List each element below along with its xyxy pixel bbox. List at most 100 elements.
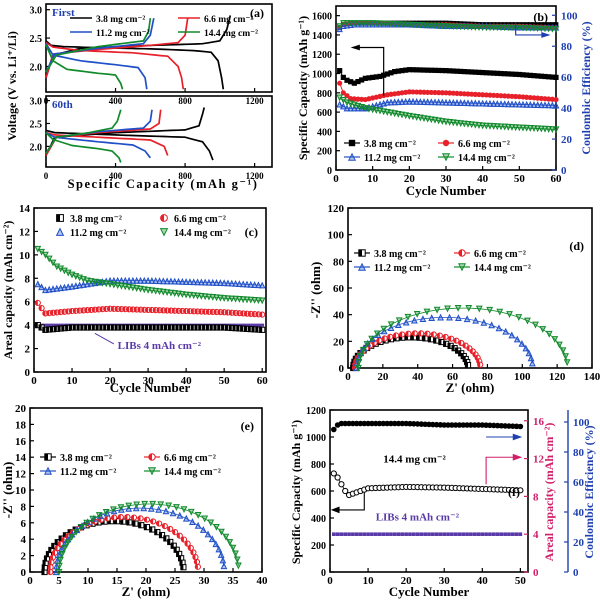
panel-e-y-tick-label: 4: [21, 534, 27, 546]
nyquist-point: [95, 512, 103, 519]
panel-b-y2-tick-label: 20: [561, 134, 573, 146]
nyquist-point-fill: [150, 518, 154, 525]
panel-b-arrowhead2: [541, 32, 551, 38]
nyquist-point: [233, 556, 241, 564]
nyquist-point: [410, 316, 418, 324]
panel-a-curve: [45, 131, 122, 163]
panel-d-y-tick-label: 120: [328, 203, 345, 215]
panel-f-capacity-point: [517, 487, 524, 494]
nyquist-point: [562, 353, 570, 361]
panel-b-ce-point: [435, 22, 442, 30]
panel-d-legend-label: 11.2 mg cm⁻²: [374, 263, 430, 274]
nyquist-point-fill: [42, 564, 45, 571]
panel-b-legend-label: 6.6 mg cm⁻²: [458, 139, 510, 150]
panel-f-y3label: Coulombic Efficiency (%): [582, 425, 596, 558]
panel-f-y-tick-label: 800: [311, 460, 326, 471]
nyquist-point-fill: [443, 334, 446, 340]
panel-e-label: (e): [241, 419, 254, 433]
panel-b-x-tick-label: 0: [333, 173, 339, 185]
panel-f-y2-tick-label: 0: [533, 567, 539, 579]
panel-d-legend-marker: [357, 262, 367, 271]
panel-e-legend-marker: [147, 467, 157, 476]
panel-c-point: [144, 276, 152, 284]
panel-c-point-fill: [65, 308, 69, 315]
panel-a-legend-label: 11.2 mg cm⁻²: [96, 29, 150, 39]
panel-f-ylabel: Specific Capacity (mAh g⁻¹): [289, 420, 303, 564]
panel-b-ce-point: [516, 24, 523, 32]
panel-c-point-fill: [198, 308, 202, 315]
nyquist-point: [475, 305, 483, 313]
panel-b-point: [439, 90, 445, 96]
panel-c-point: [216, 279, 224, 286]
nyquist-point: [480, 318, 488, 326]
panel-a-curve: [45, 109, 122, 154]
nyquist-point-fill: [137, 515, 141, 522]
nyquist-point-fill: [418, 330, 422, 336]
nyquist-point: [525, 349, 533, 357]
panel-c-point-fill: [35, 322, 38, 328]
panel-f-y-tick-label: 200: [311, 541, 326, 552]
panel-b: 0 10 20 30 40 50 60020040060080010001200140016…: [296, 5, 593, 198]
panel-c-point-fill: [198, 324, 202, 331]
panel-b-point: [439, 67, 445, 74]
nyquist-point: [355, 364, 362, 372]
plot-frame: [45, 3, 273, 93]
panel-b-ce-point: [501, 24, 508, 32]
panel-c-point: [190, 278, 198, 286]
panel-e-y-tick-label: 12: [15, 469, 27, 481]
panel-e-x-tick-label: 20: [141, 575, 153, 587]
panel-c-x-tick-label: 30: [143, 375, 155, 387]
panel-c-point-fill: [164, 307, 168, 314]
panel-b-legend-marker: [442, 139, 450, 147]
panel-b-point: [476, 69, 482, 75]
panel-a-curve: [45, 44, 124, 90]
nyquist-point-fill: [462, 342, 466, 349]
nyquist-point: [559, 347, 567, 355]
panel-c-x-tick-label: 10: [67, 375, 79, 387]
nyquist-point: [117, 504, 125, 512]
nyquist-point: [180, 506, 188, 514]
panel-b-point: [392, 69, 398, 75]
panel-d-x-tick-label: 80: [482, 371, 494, 383]
panel-b-point: [520, 72, 526, 78]
panel-b-point: [340, 74, 346, 80]
panel-b-x-tick-label: 50: [514, 173, 526, 185]
panel-b-point: [491, 92, 497, 98]
panel-b-ce-point: [446, 23, 453, 30]
nyquist-point: [157, 501, 165, 509]
panel-b-y-tick-label: 600: [317, 108, 332, 119]
nyquist-point: [373, 330, 381, 338]
nyquist-point-fill: [178, 555, 182, 561]
plot-frame: [45, 95, 273, 168]
panel-b-point: [494, 92, 500, 99]
panel-b-ce-point: [494, 24, 501, 32]
panel-b-ce-point: [417, 22, 424, 29]
panel-a-ylabel: Voltage (V vs. Li⁺/Li): [5, 31, 19, 141]
panel-b-ce-point: [354, 20, 362, 27]
panel-f-arrowhead3: [512, 433, 523, 441]
nyquist-point: [563, 359, 571, 367]
panel-e-y-tick-label: 14: [15, 452, 27, 464]
panel-c-point-fill: [145, 324, 149, 331]
panel-a-y-tick-label: 2.5: [30, 119, 43, 130]
nyquist-point: [419, 315, 427, 323]
panel-b-point: [502, 71, 508, 77]
panel-c-point-fill: [194, 308, 198, 315]
panel-b-ce-point: [380, 20, 387, 28]
panel-c-point-fill: [115, 324, 118, 331]
nyquist-point: [539, 326, 547, 333]
panel-c-point-fill: [213, 324, 217, 331]
panel-b-point: [339, 102, 347, 110]
panel-b-arrow: [354, 46, 385, 96]
nyquist-point: [463, 315, 471, 323]
panel-d-legend-marker-fill: [358, 249, 362, 257]
nyquist-point-fill: [114, 518, 118, 524]
panel-c-x-tick-label: 20: [105, 375, 117, 387]
panel-c-point-fill: [206, 324, 209, 331]
panel-c-point-fill: [210, 324, 213, 331]
panel-c-point-fill: [191, 308, 194, 314]
panel-b-point: [458, 68, 464, 75]
panel-b-ce-point: [406, 21, 413, 29]
panel-d-ylabel: -Z'' (ohm): [308, 262, 323, 319]
panel-c-y-tick-label: 6: [25, 297, 31, 309]
